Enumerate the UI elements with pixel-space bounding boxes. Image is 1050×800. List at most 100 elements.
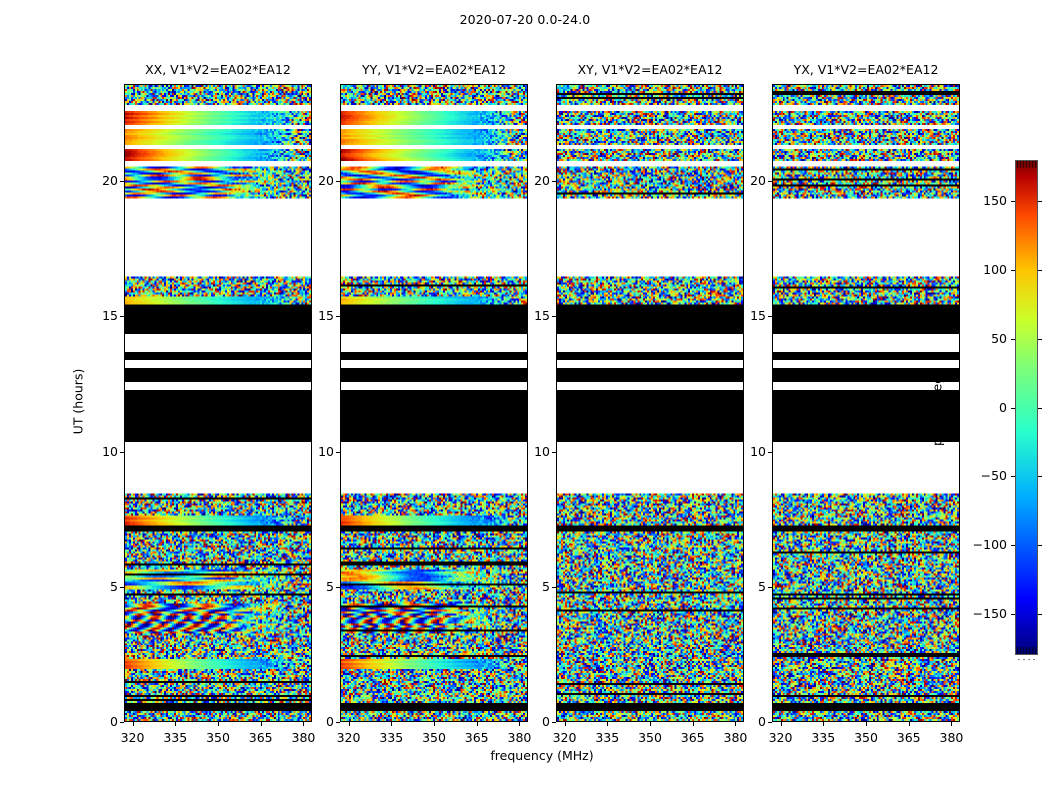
colorbar-tickmark xyxy=(1011,476,1015,477)
y-tick-label: 0 xyxy=(326,714,334,729)
y-tick-label: 20 xyxy=(318,173,334,189)
y-tick-label: 15 xyxy=(750,308,766,324)
y-tickmark xyxy=(120,587,124,588)
colorbar-label: phase (deg.) xyxy=(929,366,945,446)
x-tick-label: 365 xyxy=(680,730,705,745)
colorbar-tick-label: 50 xyxy=(991,330,1007,346)
x-tick-label: 380 xyxy=(291,730,316,745)
y-tickmark xyxy=(768,181,772,182)
x-tickmark xyxy=(175,722,176,726)
x-tickmark xyxy=(781,722,782,726)
y-tick-label: 20 xyxy=(750,173,766,189)
x-tick-label: 320 xyxy=(120,730,145,745)
y-tick-label: 5 xyxy=(542,578,550,594)
y-tick-label: 5 xyxy=(326,578,334,594)
y-tickmark xyxy=(552,452,556,453)
colorbar-tickmark xyxy=(1011,339,1015,340)
panel-title-yy: YY, V1*V2=EA02*EA12 xyxy=(362,62,506,77)
y-tickmark xyxy=(552,181,556,182)
x-tick-label: 335 xyxy=(811,730,836,745)
x-tickmark xyxy=(693,722,694,726)
colorbar-extend-marker xyxy=(1018,659,1035,660)
colorbar-tickmark xyxy=(1011,201,1015,202)
x-tick-label: 365 xyxy=(248,730,273,745)
x-tickmark xyxy=(391,722,392,726)
x-tick-label: 335 xyxy=(163,730,188,745)
y-tick-label: 0 xyxy=(542,714,550,729)
colorbar-tickmark xyxy=(1038,339,1042,340)
y-tick-label: 20 xyxy=(534,173,550,189)
x-tickmark xyxy=(519,722,520,726)
x-tickmark xyxy=(909,722,910,726)
colorbar-tick-label: −150 xyxy=(972,605,1007,621)
heatmap-panel-xy[interactable] xyxy=(556,84,744,722)
y-tick-label: 10 xyxy=(534,443,550,459)
x-tick-label: 380 xyxy=(507,730,532,745)
heatmap-image-yy xyxy=(341,85,527,721)
y-tickmark xyxy=(120,722,124,723)
y-tickmark xyxy=(552,587,556,588)
x-tick-label: 320 xyxy=(768,730,793,745)
x-tickmark xyxy=(477,722,478,726)
heatmap-image-xx xyxy=(125,85,311,721)
colorbar-tick-label: −100 xyxy=(972,537,1007,552)
y-tick-label: 0 xyxy=(758,714,766,729)
x-tick-label: 350 xyxy=(854,730,878,745)
x-tick-label: 380 xyxy=(939,730,964,745)
y-tickmark xyxy=(552,316,556,317)
heatmap-panel-yx[interactable] xyxy=(772,84,960,722)
x-tickmark xyxy=(349,722,350,726)
x-tick-label: 320 xyxy=(552,730,577,745)
panel-title-yx: YX, V1*V2=EA02*EA12 xyxy=(793,62,939,77)
x-tickmark xyxy=(261,722,262,726)
y-tick-label: 15 xyxy=(534,308,550,324)
panel-title-xx: XX, V1*V2=EA02*EA12 xyxy=(145,62,291,77)
colorbar-tickmark xyxy=(1038,408,1042,409)
y-tick-label: 15 xyxy=(318,308,334,324)
y-tick-label: 5 xyxy=(110,578,118,594)
y-tickmark xyxy=(336,722,340,723)
colorbar-tickmark xyxy=(1038,614,1042,615)
x-tickmark xyxy=(218,722,219,726)
x-tickmark xyxy=(735,722,736,726)
y-tick-label: 0 xyxy=(110,714,118,729)
y-tickmark xyxy=(552,722,556,723)
y-tickmark xyxy=(768,587,772,588)
x-tick-label: 365 xyxy=(896,730,921,745)
x-tickmark xyxy=(866,722,867,726)
colorbar-tickmark xyxy=(1038,545,1042,546)
y-axis-label: UT (hours) xyxy=(70,368,86,435)
y-tick-label: 10 xyxy=(102,443,118,459)
y-tickmark xyxy=(120,316,124,317)
figure-suptitle: 2020-07-20 0.0-24.0 xyxy=(459,12,591,27)
y-tickmark xyxy=(768,316,772,317)
x-tickmark xyxy=(565,722,566,726)
x-axis-label: frequency (MHz) xyxy=(490,748,594,763)
y-tickmark xyxy=(336,587,340,588)
x-tick-label: 350 xyxy=(206,730,230,745)
x-tick-label: 380 xyxy=(723,730,748,745)
x-tickmark xyxy=(133,722,134,726)
colorbar xyxy=(1015,160,1038,655)
colorbar-tickmark xyxy=(1038,201,1042,202)
heatmap-image-yx xyxy=(773,85,959,721)
colorbar-tickmark xyxy=(1011,270,1015,271)
x-tickmark xyxy=(650,722,651,726)
y-tickmark xyxy=(768,722,772,723)
y-tick-label: 5 xyxy=(758,578,766,594)
x-tick-label: 365 xyxy=(464,730,489,745)
y-tick-label: 10 xyxy=(750,443,766,459)
x-tickmark xyxy=(951,722,952,726)
y-tick-label: 10 xyxy=(318,443,334,459)
y-tick-label: 15 xyxy=(102,308,118,324)
y-tickmark xyxy=(336,452,340,453)
colorbar-tick-label: 100 xyxy=(983,262,1007,277)
heatmap-panel-xx[interactable] xyxy=(124,84,312,722)
colorbar-tickmark xyxy=(1011,614,1015,615)
x-tick-label: 350 xyxy=(422,730,446,745)
panel-title-xy: XY, V1*V2=EA02*EA12 xyxy=(577,62,723,77)
heatmap-panel-yy[interactable] xyxy=(340,84,528,722)
y-tick-label: 20 xyxy=(102,173,118,189)
x-tickmark xyxy=(823,722,824,726)
